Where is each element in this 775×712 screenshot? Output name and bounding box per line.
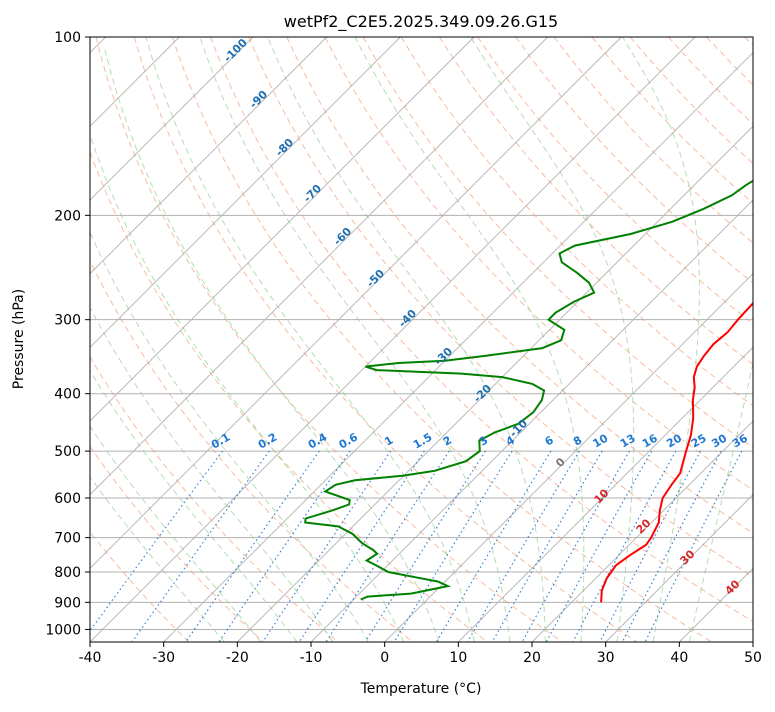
x-tick-label: -10 — [300, 650, 323, 666]
y-tick-label: 500 — [54, 444, 81, 460]
isotherm-line — [753, 37, 775, 642]
y-tick-label: 400 — [54, 387, 81, 403]
y-tick-label: 100 — [54, 30, 81, 46]
x-tick-label: -40 — [79, 650, 102, 666]
y-tick-label: 300 — [54, 313, 81, 329]
x-axis-label: Temperature (°C) — [360, 681, 482, 697]
y-tick-label: 700 — [54, 531, 81, 547]
y-tick-label: 800 — [54, 565, 81, 581]
y-tick-label: 1000 — [45, 622, 81, 638]
y-tick-label: 600 — [54, 491, 81, 507]
y-tick-label: 200 — [54, 208, 81, 224]
plot-background — [90, 37, 753, 642]
chart-title: wetPf2_C2E5.2025.349.09.26.G15 — [284, 12, 558, 32]
y-axis-label: Pressure (hPa) — [11, 289, 27, 389]
x-tick-label: 30 — [597, 650, 615, 666]
x-tick-label: 40 — [670, 650, 688, 666]
y-tick-label: 900 — [54, 595, 81, 611]
x-tick-label: 20 — [523, 650, 541, 666]
x-tick-label: 10 — [449, 650, 467, 666]
x-tick-label: 50 — [744, 650, 762, 666]
x-tick-label: -30 — [152, 650, 175, 666]
x-tick-label: -20 — [226, 650, 249, 666]
x-tick-label: 0 — [380, 650, 389, 666]
